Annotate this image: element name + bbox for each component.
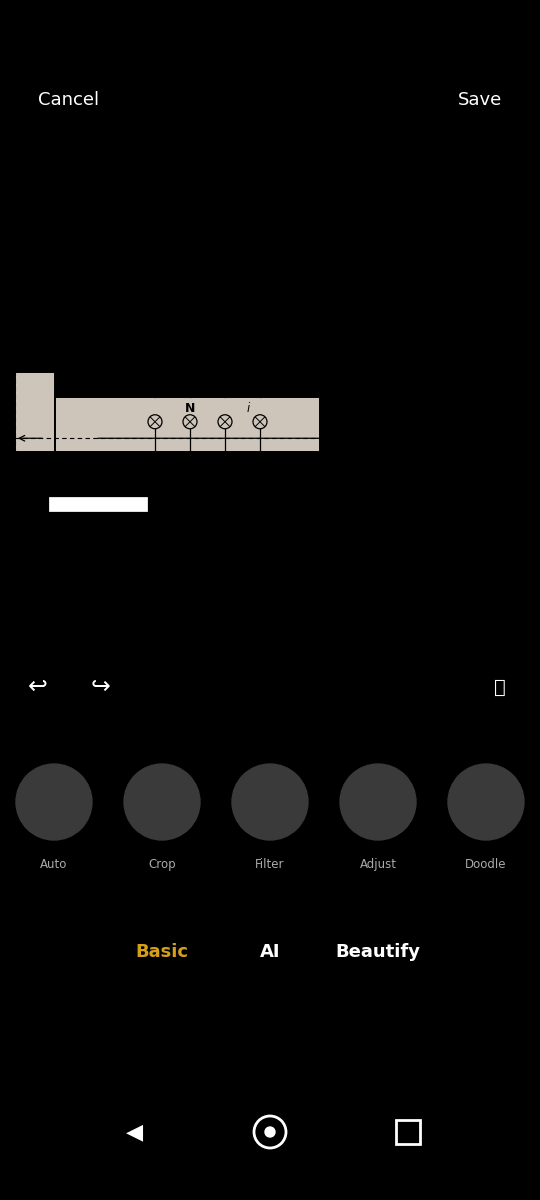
Text: N: N bbox=[185, 402, 195, 415]
Text: Answer:: Answer: bbox=[14, 482, 58, 492]
Text: AI: AI bbox=[260, 943, 280, 961]
Text: 5 cm: 5 cm bbox=[17, 244, 39, 253]
Bar bbox=[55, 397, 320, 452]
Text: ↪: ↪ bbox=[90, 674, 110, 698]
Bar bbox=[15, 372, 55, 452]
Text: Adjust: Adjust bbox=[360, 858, 396, 871]
Circle shape bbox=[232, 764, 308, 840]
Text: Basic: Basic bbox=[136, 943, 188, 961]
Bar bbox=[48, 496, 148, 512]
Circle shape bbox=[265, 1127, 275, 1138]
Text: A magnetic core with an air gap is shown below.: A magnetic core with an air gap is shown… bbox=[14, 182, 309, 192]
Text: find the reluctance of the gap, assuming a 4 percent increase in the effective a: find the reluctance of the gap, assuming… bbox=[14, 218, 540, 228]
Text: For a  relative permeability is 3500, and the space free permeability is 4π×10⁻⁷: For a relative permeability is 3500, and… bbox=[14, 200, 533, 210]
Circle shape bbox=[16, 764, 92, 840]
Text: R: R bbox=[14, 498, 23, 511]
Text: Auto: Auto bbox=[40, 858, 68, 871]
Text: ⬜: ⬜ bbox=[494, 678, 506, 696]
Text: Filter: Filter bbox=[255, 858, 285, 871]
Text: core depth = 10 cm: core depth = 10 cm bbox=[138, 460, 237, 470]
Text: =: = bbox=[35, 498, 45, 511]
Text: account for fringing.: account for fringing. bbox=[14, 236, 140, 246]
Text: i: i bbox=[246, 402, 249, 415]
Text: Cancel: Cancel bbox=[38, 91, 99, 109]
Text: 0.15 cm: 0.15 cm bbox=[17, 354, 56, 362]
Text: ◀: ◀ bbox=[126, 1122, 144, 1142]
Bar bbox=[55, 292, 320, 397]
Text: Crop: Crop bbox=[148, 858, 176, 871]
Circle shape bbox=[448, 764, 524, 840]
Text: ↩: ↩ bbox=[28, 674, 48, 698]
Text: gap: gap bbox=[17, 341, 35, 350]
Text: 40 cm: 40 cm bbox=[173, 244, 201, 253]
Circle shape bbox=[124, 764, 200, 840]
Text: KA.t./Wb.: KA.t./Wb. bbox=[155, 498, 206, 508]
Bar bbox=[396, 1120, 420, 1144]
Text: 5 cm: 5 cm bbox=[380, 272, 402, 282]
Text: 15 cm: 15 cm bbox=[380, 420, 408, 428]
Text: gap: gap bbox=[22, 502, 37, 511]
Circle shape bbox=[340, 764, 416, 840]
Text: 5 cm: 5 cm bbox=[322, 244, 345, 253]
Text: 20 cm: 20 cm bbox=[380, 340, 408, 349]
Text: Beautify: Beautify bbox=[335, 943, 421, 961]
Text: Save: Save bbox=[458, 91, 502, 109]
Text: Doodle: Doodle bbox=[465, 858, 507, 871]
